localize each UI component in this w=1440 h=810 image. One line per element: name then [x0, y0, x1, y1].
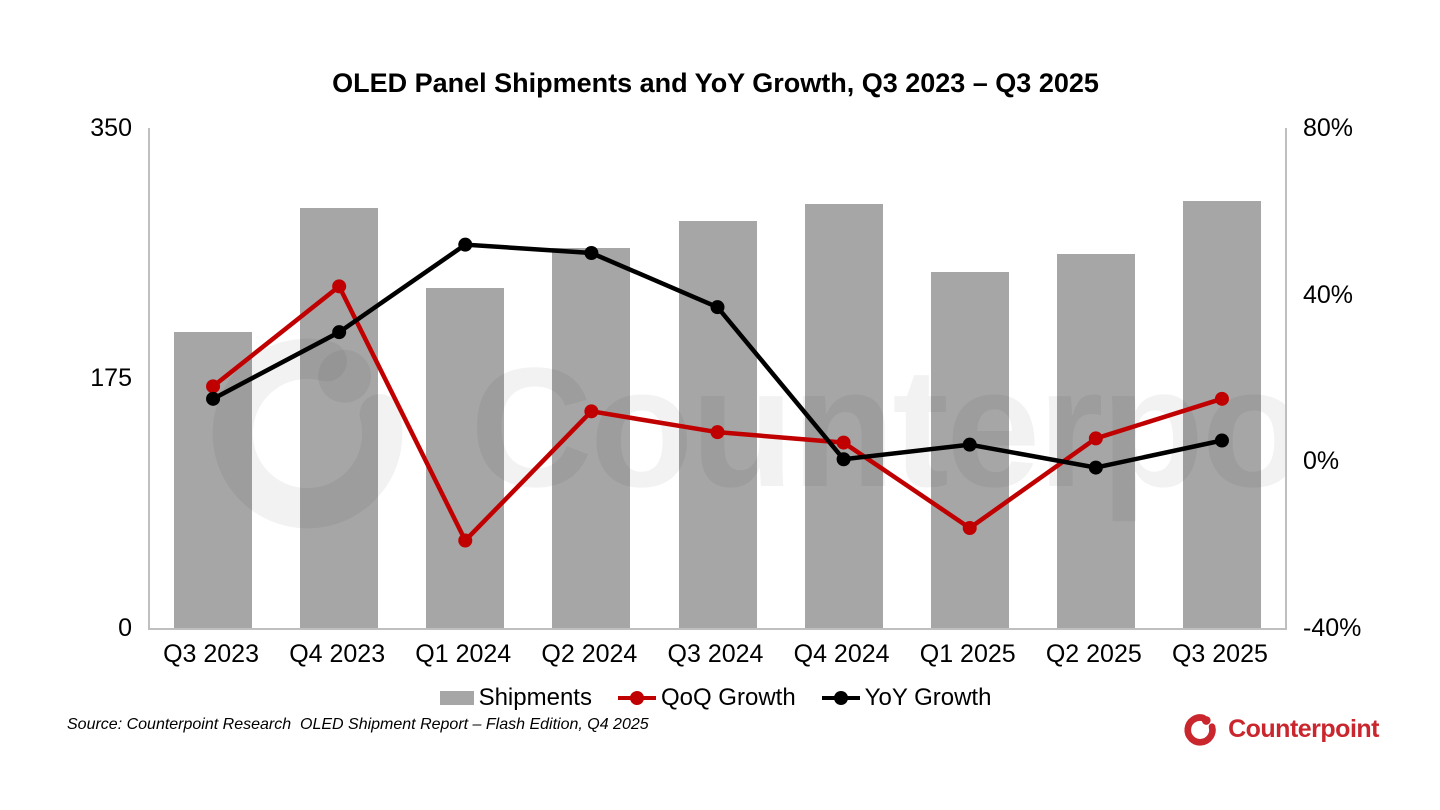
qoq-growth-point: [458, 533, 473, 548]
x-axis-label: Q1 2025: [919, 640, 1016, 668]
qoq-growth-point: [710, 425, 725, 440]
shipments-bar: [804, 203, 883, 628]
legend-label: YoY Growth: [864, 684, 992, 711]
chart-title: OLED Panel Shipments and YoY Growth, Q3 …: [332, 68, 1099, 98]
counterpoint-logo-icon: [1184, 714, 1216, 746]
yoy-growth-point: [1088, 460, 1103, 475]
shipments-bar: [1182, 200, 1261, 628]
x-axis-label: Q3 2025: [1171, 640, 1268, 668]
legend: Shipments QoQ Growth YoY Growth: [148, 684, 1283, 712]
x-axis-label: Q3 2024: [667, 640, 764, 668]
y-axis-tick-right: 80%: [1303, 114, 1354, 142]
shipments-bar: [678, 220, 757, 628]
shipments-bar: [426, 288, 505, 628]
y-axis-tick-left: 175: [90, 364, 132, 392]
legend-label: Shipments: [478, 684, 592, 711]
qoq-growth-swatch-icon: [617, 690, 656, 706]
yoy-growth-point: [206, 391, 221, 406]
yoy-growth-point: [458, 237, 473, 252]
y-axis-tick-left: 0: [118, 614, 132, 642]
plot-area: Counterpoint: [148, 128, 1287, 630]
qoq-growth-point: [962, 521, 977, 535]
y-axis-tick-left: 350: [90, 114, 132, 142]
y-axis-tick-right: 0%: [1303, 447, 1340, 476]
x-axis-label: Q1 2024: [415, 640, 512, 668]
legend-item-yoy-growth: YoY Growth: [821, 684, 992, 712]
legend-label: QoQ Growth: [660, 684, 796, 711]
qoq-growth-point: [584, 404, 599, 419]
x-axis-label: Q2 2025: [1045, 640, 1142, 668]
qoq-growth-point: [836, 435, 851, 450]
yoy-growth-point: [836, 452, 851, 467]
qoq-growth-point: [1088, 431, 1103, 446]
y-axis-tick-right: 40%: [1303, 280, 1354, 309]
x-axis-label: Q3 2023: [163, 640, 259, 668]
source-note: Source: Counterpoint Research OLED Shipm…: [67, 716, 649, 733]
yoy-growth-point: [962, 437, 977, 452]
qoq-growth-point: [206, 379, 221, 394]
x-axis-label: Q4 2024: [793, 640, 890, 668]
yoy-growth-point: [584, 246, 599, 260]
qoq-growth-point: [332, 279, 347, 294]
x-axis-label: Q2 2024: [541, 640, 638, 668]
qoq-growth-point: [1214, 391, 1229, 406]
counterpoint-logo-text: Counterpoint: [1228, 714, 1379, 743]
counterpoint-logo: Counterpoint: [1182, 710, 1379, 748]
legend-item-qoq-growth: QoQ Growth: [617, 684, 796, 712]
growth-lines-layer: [206, 237, 1229, 548]
yoy-growth-point: [710, 300, 725, 315]
qoq-growth-line: [211, 282, 1223, 545]
shipments-swatch-icon: [439, 691, 474, 705]
legend-item-shipments: Shipments: [439, 684, 592, 712]
shipments-bar: [300, 208, 379, 628]
yoy-growth-swatch-icon: [821, 690, 860, 706]
y-axis-tick-right: -40%: [1303, 614, 1362, 642]
yoy-growth-point: [1214, 433, 1229, 448]
x-axis-label: Q4 2023: [289, 640, 386, 668]
yoy-growth-point: [332, 325, 347, 340]
